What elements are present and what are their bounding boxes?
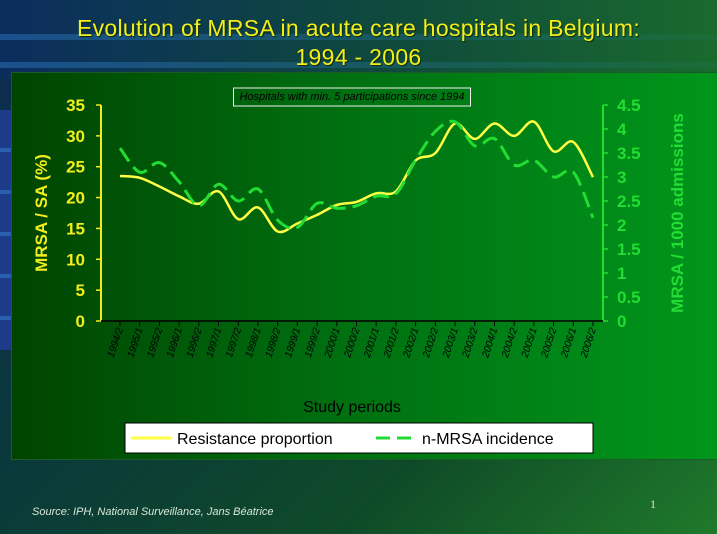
- x-tick-label: 2003/2: [460, 326, 480, 360]
- series-line-n-mrsa-incidence: [118, 119, 595, 230]
- x-tick-label: 1994/2: [106, 326, 126, 359]
- decorative-side-tabs: [0, 110, 12, 350]
- chart-annotation: Hospitals with min. 5 participations sin…: [239, 91, 464, 103]
- x-tick-label: 1997/2: [224, 326, 244, 359]
- x-tick-label: 1998/1: [244, 327, 264, 359]
- x-tick-label: 2005/2: [539, 326, 559, 360]
- x-tick-label: 2001/2: [382, 326, 402, 360]
- left-tick-label: 15: [66, 219, 85, 238]
- right-tick-label: 4: [617, 120, 627, 139]
- x-tick-label: 2006/1: [559, 327, 579, 360]
- right-tick-label: 2: [617, 216, 626, 235]
- x-tick-label: 2006/2: [579, 326, 599, 360]
- x-tick-label: 2002/2: [421, 326, 441, 360]
- series-lines: [118, 119, 595, 234]
- x-tick-label: 1996/1: [165, 327, 185, 359]
- right-tick-label: 3: [617, 168, 626, 187]
- x-tick-label: 1997/1: [204, 327, 224, 359]
- x-tick-label: 2004/2: [500, 326, 520, 360]
- x-tick-label: 1998/2: [264, 326, 284, 359]
- x-tick-label: 2000/2: [342, 326, 362, 360]
- x-tick-label: 2005/1: [520, 327, 540, 360]
- x-axis-title: Study periods: [303, 399, 401, 416]
- y-axis-left-title: MRSA / SA (%): [32, 154, 51, 272]
- y-axis-right-title: MRSA / 1000 admissions: [668, 113, 687, 313]
- left-tick-label: 20: [66, 189, 85, 208]
- page-number: 1: [650, 497, 656, 511]
- left-tick-label: 5: [76, 281, 85, 300]
- decorative-stripe: [0, 34, 717, 40]
- left-tick-label: 35: [66, 96, 85, 115]
- legend-label-resistance-proportion: Resistance proportion: [177, 431, 333, 448]
- series-line-resistance-proportion: [119, 120, 595, 234]
- chart-labels: 0 5 10 15 20 25 30 35 0 0.5 1 1.5 2 2.5 3 3.5 4 4.5 1994/2…: [32, 87, 687, 454]
- slide-title: Evolution of MRSA in acute care hospital…: [0, 14, 717, 72]
- chart-annotation-box: [232, 87, 472, 107]
- x-tick-label: 2001/1: [362, 327, 382, 360]
- x-tick-label: 1995/1: [126, 327, 146, 359]
- slide-title-line1: Evolution of MRSA in acute care hospital…: [76, 15, 641, 41]
- decorative-stripe: [0, 62, 717, 68]
- right-tick-label: 1: [617, 264, 626, 283]
- x-tick-label: 2000/1: [322, 327, 342, 360]
- x-tick-label: 1995/2: [145, 326, 165, 359]
- right-tick-label: 3.5: [617, 144, 641, 163]
- right-tick-label: 0.5: [617, 288, 641, 307]
- x-tick-label: 1996/2: [185, 326, 205, 359]
- left-tick-label: 30: [66, 127, 85, 146]
- left-tick-label: 25: [66, 158, 85, 177]
- right-tick-label: 1.5: [617, 240, 641, 259]
- legend-label-n-mrsa-incidence: n-MRSA incidence: [422, 431, 554, 448]
- slide-title-line2: 1994 - 2006: [295, 44, 422, 70]
- x-tick-label: 2002/1: [401, 327, 421, 360]
- right-tick-label: 2.5: [617, 192, 641, 211]
- left-tick-label: 0: [76, 312, 85, 331]
- right-tick-label: 4.5: [617, 96, 641, 115]
- x-tick-label: 1999/1: [283, 327, 303, 359]
- axes: [96, 104, 608, 326]
- x-tick-label: 2004/1: [480, 327, 500, 360]
- right-tick-label: 0: [617, 312, 626, 331]
- left-tick-label: 10: [66, 250, 85, 269]
- x-tick-label: 2003/1: [441, 327, 461, 360]
- source-note: Source: IPH, National Surveillance, Jans…: [32, 506, 274, 518]
- legend-box: [124, 422, 594, 454]
- chart-panel: [11, 72, 717, 460]
- x-tick-label: 1999/2: [303, 326, 323, 359]
